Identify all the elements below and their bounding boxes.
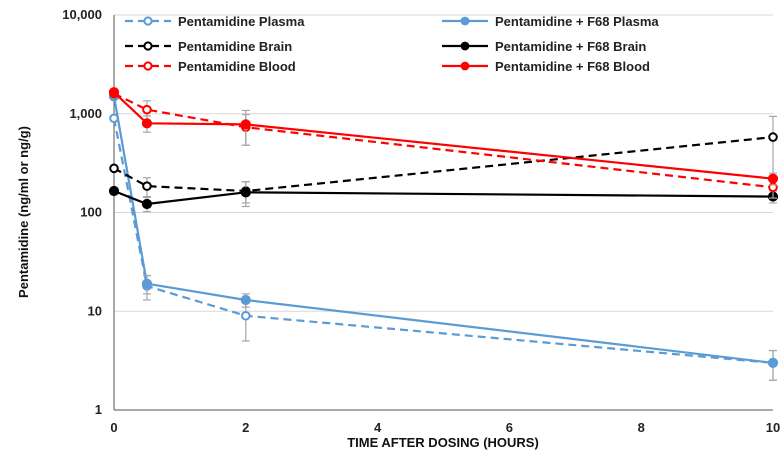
y-tick-label: 1 xyxy=(95,402,102,417)
y-tick-label: 100 xyxy=(80,205,102,220)
legend-label: Pentamidine Plasma xyxy=(178,14,305,29)
x-tick-label: 10 xyxy=(766,420,780,435)
y-tick-label: 10,000 xyxy=(62,7,102,22)
data-point xyxy=(142,104,152,115)
data-point xyxy=(142,181,152,191)
data-point xyxy=(767,173,779,184)
legend-swatch-marker xyxy=(460,41,470,51)
legend-label: Pentamidine + F68 Brain xyxy=(495,39,646,54)
series-line xyxy=(113,189,774,206)
legend-entry: Pentamidine + F68 Blood xyxy=(442,59,650,74)
y-tick-label: 10 xyxy=(88,303,102,318)
legend-label: Pentamidine Brain xyxy=(178,39,292,54)
legend-entry: Pentamidine + F68 Brain xyxy=(442,39,646,54)
legend-swatch-marker xyxy=(143,61,153,71)
x-tick-label: 6 xyxy=(506,420,513,435)
series-line xyxy=(112,118,774,364)
data-point xyxy=(141,118,153,129)
legend-entry: Pentamidine + F68 Plasma xyxy=(442,14,659,29)
data-point xyxy=(108,185,120,197)
x-tick-label: 4 xyxy=(374,420,382,435)
x-tick-label: 0 xyxy=(110,420,117,435)
legend-label: Pentamidine + F68 Blood xyxy=(495,59,650,74)
legend-entry: Pentamidine Blood xyxy=(125,59,296,74)
series-pentamidine-plasma xyxy=(109,113,778,381)
series-lines xyxy=(108,87,779,381)
legend-label: Pentamidine Blood xyxy=(178,59,296,74)
data-point xyxy=(241,310,251,321)
data-point xyxy=(141,198,153,210)
data-point xyxy=(768,132,778,142)
axes: 1 10 100 1,000 10,000 0 2 4 6 8 10 xyxy=(62,7,780,435)
series-line xyxy=(112,96,774,364)
series-line xyxy=(113,91,774,180)
legend-swatch-marker xyxy=(460,61,470,71)
legend-entry: Pentamidine Brain xyxy=(125,39,292,54)
data-point xyxy=(108,87,120,98)
data-point xyxy=(240,294,251,306)
data-point xyxy=(109,163,119,174)
legend-swatch-marker xyxy=(143,16,153,26)
series-pentamidine-f68-brain xyxy=(108,181,779,213)
legend: Pentamidine Plasma Pentamidine + F68 Plas… xyxy=(125,14,659,74)
series-line xyxy=(113,136,774,193)
legend-entry: Pentamidine Plasma xyxy=(125,14,305,29)
series-pentamidine-f68-blood xyxy=(108,87,779,186)
series-pentamidine-brain xyxy=(109,115,778,204)
x-axis-title: TIME AFTER DOSING (HOURS) xyxy=(347,435,539,450)
series-line xyxy=(113,92,774,189)
data-point xyxy=(240,187,251,198)
data-point xyxy=(141,278,153,289)
series-pentamidine-f68-plasma xyxy=(108,91,779,381)
x-tick-label: 2 xyxy=(242,420,249,435)
data-point xyxy=(767,357,779,368)
y-tick-label: 1,000 xyxy=(69,106,102,121)
data-point xyxy=(240,119,251,130)
legend-swatch-marker xyxy=(143,41,153,51)
legend-label: Pentamidine + F68 Plasma xyxy=(495,14,659,29)
legend-swatch-marker xyxy=(460,16,470,26)
y-axis-title: Pentamidine (ng/ml or ng/g) xyxy=(16,126,31,298)
x-tick-label: 8 xyxy=(638,420,645,435)
grid-lines xyxy=(114,14,773,312)
